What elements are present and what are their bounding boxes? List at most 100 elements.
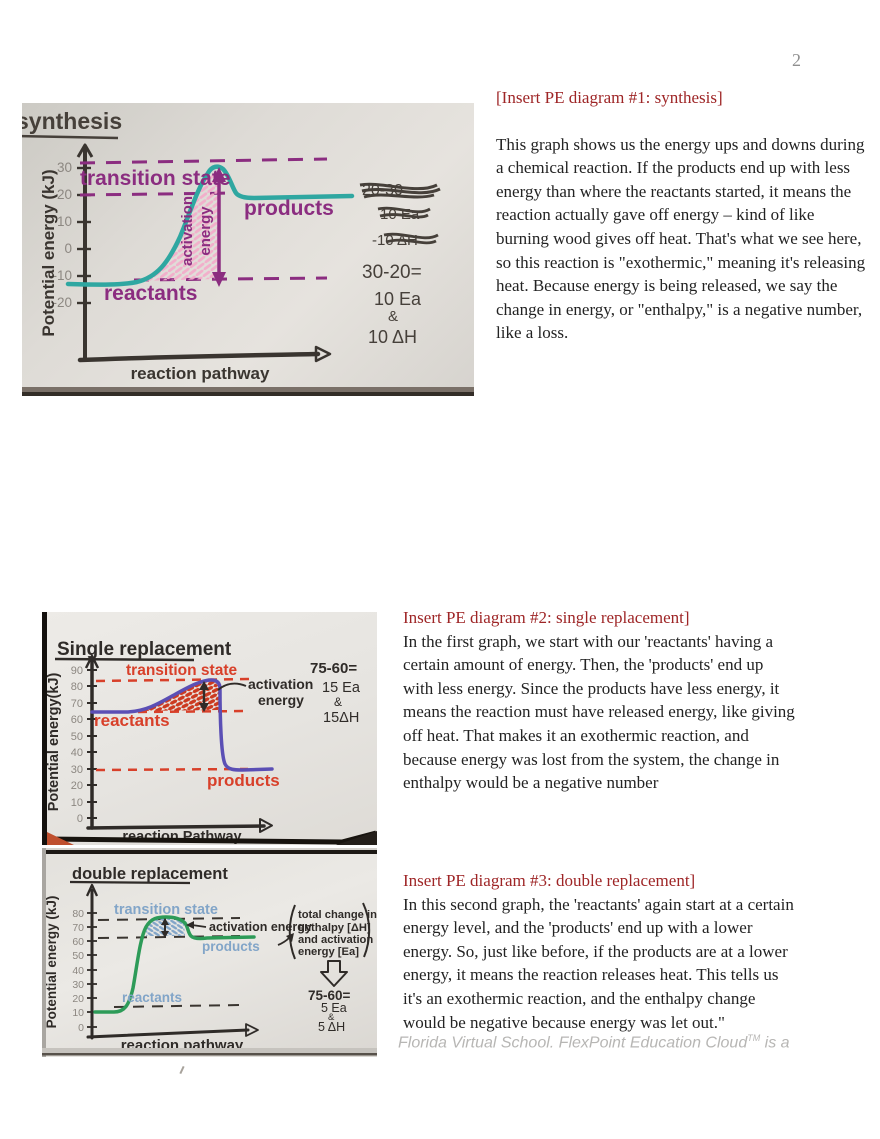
svg-text:50: 50 [71, 731, 83, 743]
activation-energy-label: activation energy [248, 676, 313, 708]
svg-text:20: 20 [71, 780, 83, 792]
x-axis-label: reaction pathway [131, 364, 270, 383]
svg-text:5 ΔH: 5 ΔH [318, 1020, 345, 1034]
stray-pen-mark [179, 1065, 185, 1075]
x-axis: reaction pathway [77, 345, 332, 383]
svg-text:energy [Ea]: energy [Ea] [298, 946, 359, 958]
reactants-label: reactants [104, 282, 197, 305]
y-axis: 90 80 70 60 50 40 30 20 10 0 Potential e… [46, 654, 100, 830]
svg-text:activation: activation [179, 196, 196, 266]
y-axis: 30 20 10 0 -10 -20 Potential energy (kJ) [39, 143, 94, 361]
svg-text:total change in: total change in [298, 909, 377, 921]
svg-text:-10: -10 [52, 268, 72, 283]
y-axis: 80 70 60 50 40 30 20 10 0 Potential ener… [44, 883, 99, 1040]
svg-text:0: 0 [77, 813, 83, 825]
section-body-3: In this second graph, the 'reactants' ag… [403, 894, 794, 1032]
diagram-title: double replacement [69, 865, 228, 885]
activation-energy-arrow [199, 681, 209, 712]
section-body-1: This graph shows us the energy ups and d… [496, 134, 866, 343]
svg-text:80: 80 [71, 681, 83, 693]
svg-text:75-60=: 75-60= [310, 660, 357, 677]
pe-diagram-photo-synthesis: synthesis 30 20 10 0 -10 -20 [22, 103, 474, 396]
diagram-title: Single replacement [54, 639, 232, 662]
svg-text:15ΔH: 15ΔH [323, 710, 359, 726]
section-heading-1: [Insert PE diagram #1: synthesis] [496, 88, 723, 107]
svg-text:-20: -20 [52, 295, 72, 310]
svg-text:75-60=: 75-60= [308, 988, 351, 1003]
svg-text:Single replacement: Single replacement [57, 639, 232, 660]
svg-text:30: 30 [57, 160, 72, 175]
transition-state-label: transition state [126, 662, 237, 679]
y-axis-label: Potential energy (kJ) [39, 169, 58, 336]
y-tick-labels: 90 80 70 60 50 40 30 20 10 0 [71, 665, 83, 825]
svg-text:30: 30 [72, 979, 84, 991]
svg-text:&: & [328, 1012, 335, 1023]
products-label: products [244, 197, 334, 220]
svg-text:synthesis: synthesis [22, 108, 122, 134]
y-tick-labels: 80 70 60 50 40 30 20 10 0 [72, 908, 84, 1034]
products-label: products [202, 939, 260, 954]
scribble-strokes [359, 182, 441, 199]
svg-text:activation: activation [248, 676, 313, 692]
svg-text:0: 0 [64, 241, 72, 256]
products-label: products [207, 771, 280, 790]
svg-text:double replacement: double replacement [72, 865, 228, 883]
activation-energy-label: activation energy [179, 196, 214, 266]
svg-text:5 Ea: 5 Ea [321, 1001, 347, 1015]
svg-text:energy: energy [258, 692, 304, 708]
double-replacement-diagram: double replacement 80 70 60 5 [42, 848, 377, 1057]
cloud-annotation: total change in enthalpy [ΔH] and activa… [277, 902, 377, 960]
transition-state-label: transition state [114, 902, 218, 918]
svg-text:70: 70 [72, 922, 84, 934]
photo-edge [42, 848, 377, 850]
svg-text:and activation: and activation [298, 934, 373, 946]
svg-text:0: 0 [78, 1022, 84, 1034]
pe-diagram-photo-double-replacement: double replacement 80 70 60 5 [42, 848, 377, 1057]
svg-text:70: 70 [71, 698, 83, 710]
transition-state-label: transition state [80, 167, 231, 190]
label-leader-line [217, 682, 247, 691]
svg-text:10: 10 [72, 1007, 84, 1019]
photo-edge [42, 612, 47, 845]
text-block-double-replacement: Insert PE diagram #3: double replacement… [403, 869, 795, 1034]
handwritten-calculations: 75-60= 15 Ea & 15ΔH [310, 660, 361, 726]
svg-text:90: 90 [71, 665, 83, 677]
reactants-label: reactants [94, 711, 170, 730]
energy-curve [65, 164, 355, 287]
trademark-symbol: TM [747, 1033, 761, 1043]
photo-edge [22, 387, 474, 393]
section-body-2: In the first graph, we start with our 'r… [403, 631, 795, 793]
energy-curve [90, 678, 274, 772]
svg-text:50: 50 [72, 950, 84, 962]
svg-text:60: 60 [72, 936, 84, 948]
section-heading-2: Insert PE diagram #2: single replacement… [403, 608, 690, 627]
diagram-title: synthesis [22, 108, 122, 140]
handwritten-calculations: 75-60= 5 Ea & 5 ΔH [308, 988, 351, 1034]
photo-edge [42, 1048, 377, 1054]
svg-text:enthalpy [ΔH]: enthalpy [ΔH] [298, 922, 371, 934]
svg-text:15 Ea: 15 Ea [322, 680, 361, 696]
y-axis-label: Potential energy (kJ) [44, 896, 59, 1029]
activation-energy-label: activation energy [209, 920, 312, 934]
y-tick-labels: 30 20 10 0 -10 -20 [52, 160, 72, 310]
svg-text:30-20=: 30-20= [362, 262, 422, 283]
page-number: 2 [792, 50, 801, 70]
section-heading-3: Insert PE diagram #3: double replacement… [403, 871, 696, 890]
down-arrow [320, 960, 348, 987]
energy-curve [93, 915, 256, 1014]
activation-energy-arrow [161, 918, 169, 938]
svg-text:20: 20 [72, 993, 84, 1005]
single-replacement-diagram: Single replacement 90 80 70 6 [42, 612, 377, 845]
svg-text:60: 60 [71, 714, 83, 726]
svg-text:&: & [388, 308, 398, 325]
text-block-synthesis: [Insert PE diagram #1: synthesis] This g… [496, 86, 868, 345]
footer-text-suffix: is a [760, 1034, 790, 1052]
text-block-single-replacement: Insert PE diagram #2: single replacement… [403, 606, 795, 795]
activation-energy-arrow [212, 167, 226, 287]
svg-text:10 Ea: 10 Ea [374, 289, 422, 309]
dashed-reference-lines [95, 677, 253, 772]
synthesis-diagram: synthesis 30 20 10 0 -10 -20 [22, 108, 474, 396]
svg-text:10: 10 [71, 797, 83, 809]
svg-text:40: 40 [72, 965, 84, 977]
